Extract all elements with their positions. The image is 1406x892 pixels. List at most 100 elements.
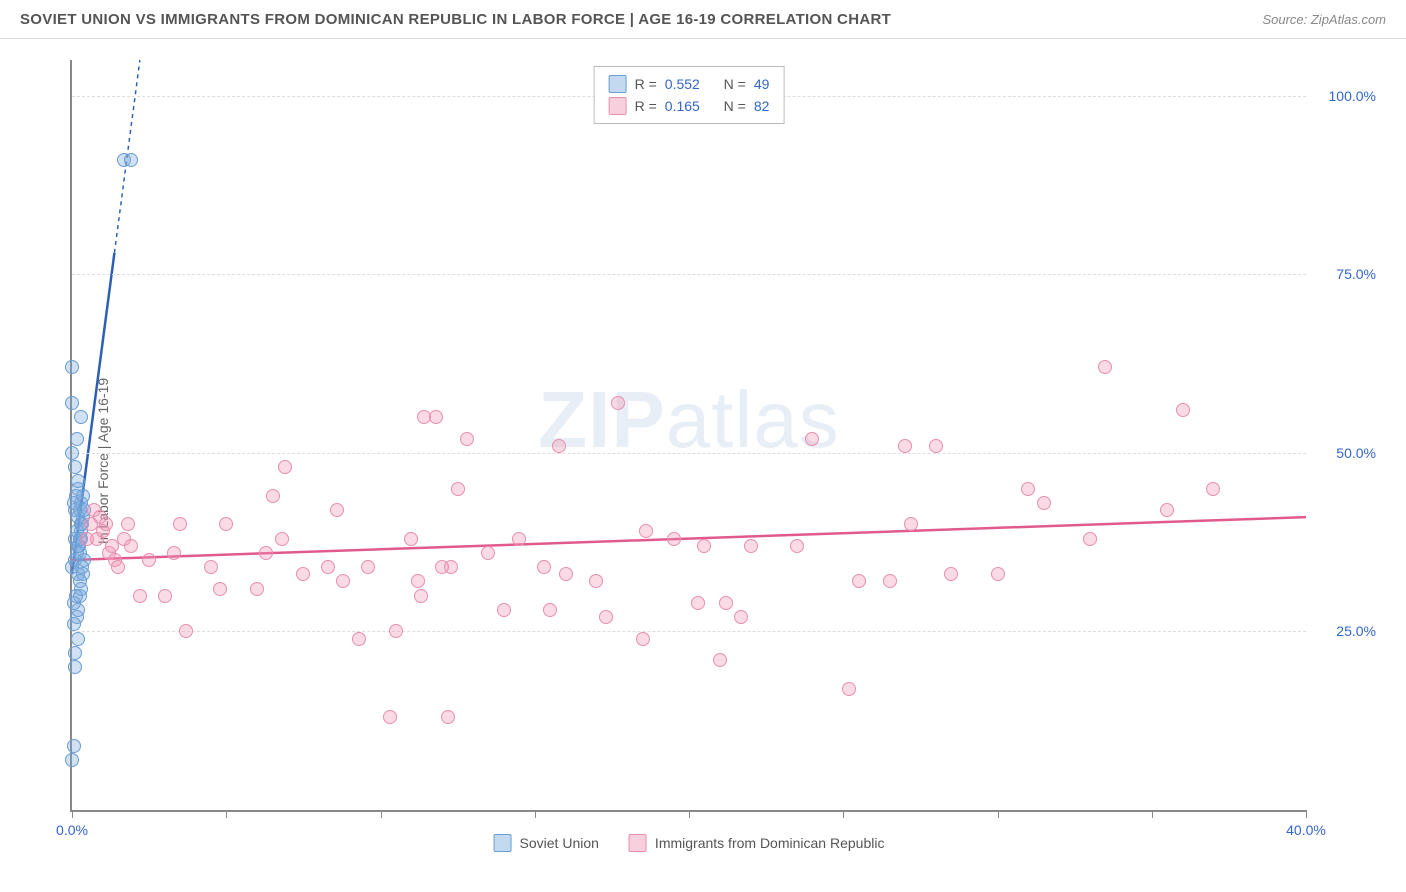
plot-area: ZIPatlas R = 0.552 N = 49 R = 0.165 N = … [70, 60, 1306, 812]
data-point [321, 560, 335, 574]
x-tick [72, 810, 73, 818]
gridline [72, 274, 1306, 275]
x-tick [1152, 810, 1153, 818]
data-point [266, 489, 280, 503]
data-point [691, 596, 705, 610]
y-tick-label: 50.0% [1336, 445, 1376, 461]
data-point [852, 574, 866, 588]
data-point [80, 532, 94, 546]
x-tick [535, 810, 536, 818]
data-point [944, 567, 958, 581]
data-point [121, 517, 135, 531]
series-legend: Soviet Union Immigrants from Dominican R… [494, 834, 885, 852]
data-point [497, 603, 511, 617]
data-point [639, 524, 653, 538]
data-point [589, 574, 603, 588]
data-point [124, 539, 138, 553]
data-point [336, 574, 350, 588]
chart-title: SOVIET UNION VS IMMIGRANTS FROM DOMINICA… [20, 11, 1262, 28]
data-point [1160, 503, 1174, 517]
data-point [904, 517, 918, 531]
y-tick-label: 75.0% [1336, 266, 1376, 282]
data-point [124, 153, 138, 167]
gridline [72, 631, 1306, 632]
data-point [68, 460, 82, 474]
data-point [697, 539, 711, 553]
data-point [929, 439, 943, 453]
x-tick [226, 810, 227, 818]
data-point [444, 560, 458, 574]
swatch-pink-icon [629, 834, 647, 852]
data-point [991, 567, 1005, 581]
data-point [898, 439, 912, 453]
x-tick [1306, 810, 1307, 818]
data-point [67, 739, 81, 753]
data-point [259, 546, 273, 560]
x-tick-label: 40.0% [1286, 822, 1326, 838]
data-point [173, 517, 187, 531]
x-tick [843, 810, 844, 818]
data-point [611, 396, 625, 410]
n-value-1: 49 [754, 73, 770, 95]
data-point [883, 574, 897, 588]
data-point [68, 660, 82, 674]
source-attribution: Source: ZipAtlas.com [1262, 12, 1386, 27]
data-point [552, 439, 566, 453]
trendlines-layer [72, 60, 1306, 810]
legend-row-2: R = 0.165 N = 82 [609, 95, 770, 117]
data-point [330, 503, 344, 517]
data-point [68, 646, 82, 660]
y-tick-label: 100.0% [1329, 88, 1376, 104]
data-point [133, 589, 147, 603]
data-point [1098, 360, 1112, 374]
data-point [1021, 482, 1035, 496]
chart-container: In Labor Force | Age 16-19 ZIPatlas R = … [20, 50, 1386, 872]
x-tick [689, 810, 690, 818]
data-point [719, 596, 733, 610]
data-point [636, 632, 650, 646]
x-tick-label: 0.0% [56, 822, 88, 838]
data-point [69, 489, 83, 503]
data-point [744, 539, 758, 553]
data-point [142, 553, 156, 567]
data-point [361, 560, 375, 574]
r-label: R = [635, 73, 657, 95]
data-point [278, 460, 292, 474]
swatch-pink-icon [609, 97, 627, 115]
data-point [481, 546, 495, 560]
x-tick [998, 810, 999, 818]
data-point [213, 582, 227, 596]
data-point [842, 682, 856, 696]
legend-item-1: Soviet Union [494, 834, 599, 852]
r-label-2: R = [635, 95, 657, 117]
data-point [429, 410, 443, 424]
data-point [389, 624, 403, 638]
data-point [111, 560, 125, 574]
data-point [71, 632, 85, 646]
data-point [65, 753, 79, 767]
correlation-legend: R = 0.552 N = 49 R = 0.165 N = 82 [594, 66, 785, 124]
data-point [1206, 482, 1220, 496]
legend-label-1: Soviet Union [520, 835, 599, 851]
data-point [67, 617, 81, 631]
data-point [73, 574, 87, 588]
data-point [296, 567, 310, 581]
data-point [451, 482, 465, 496]
data-point [713, 653, 727, 667]
data-point [75, 560, 89, 574]
swatch-blue-icon [609, 75, 627, 93]
data-point [512, 532, 526, 546]
data-point [250, 582, 264, 596]
data-point [219, 517, 233, 531]
data-point [460, 432, 474, 446]
data-point [179, 624, 193, 638]
data-point [69, 589, 83, 603]
data-point [667, 532, 681, 546]
data-point [65, 396, 79, 410]
data-point [167, 546, 181, 560]
data-point [559, 567, 573, 581]
n-value-2: 82 [754, 95, 770, 117]
data-point [599, 610, 613, 624]
data-point [275, 532, 289, 546]
data-point [65, 360, 79, 374]
